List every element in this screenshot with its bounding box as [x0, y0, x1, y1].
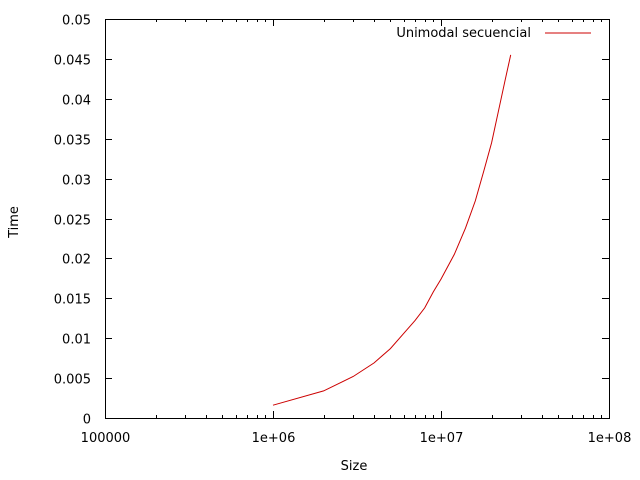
x-tick-label: 1e+07: [420, 431, 464, 446]
y-axis-label: Time: [7, 206, 22, 239]
y-tick-label: 0.04: [62, 94, 91, 109]
x-tick-label: 100000: [81, 431, 131, 446]
x-tick-label: 1e+06: [252, 431, 296, 446]
y-tick-label: 0.025: [54, 214, 91, 229]
legend: Unimodal secuencial: [396, 26, 591, 41]
y-tick-label: 0.005: [54, 373, 91, 388]
y-tick-label: 0.045: [54, 54, 91, 69]
y-tick-label: 0: [83, 413, 91, 428]
plot-frame: [105, 19, 610, 419]
legend-label: Unimodal secuencial: [396, 26, 531, 41]
y-tick-label: 0.03: [62, 174, 91, 189]
y-tick-label: 0.035: [54, 134, 91, 149]
x-axis-label: Size: [341, 459, 368, 474]
y-tick-label: 0.015: [54, 293, 91, 308]
series-line-unimodal-secuencial: [272, 54, 512, 406]
x-axis-ticks: 100000 1e+06 1e+07 1e+08: [81, 19, 632, 446]
y-tick-label: 0.05: [62, 14, 91, 29]
y-tick-label: 0.01: [62, 333, 91, 348]
y-tick-label: 0.02: [62, 253, 91, 268]
x-tick-label: 1e+08: [588, 431, 632, 446]
y-axis-ticks: 0 0.005 0.01 0.015 0.02 0.025 0.03 0.035 0.04 0.0…: [54, 14, 609, 428]
